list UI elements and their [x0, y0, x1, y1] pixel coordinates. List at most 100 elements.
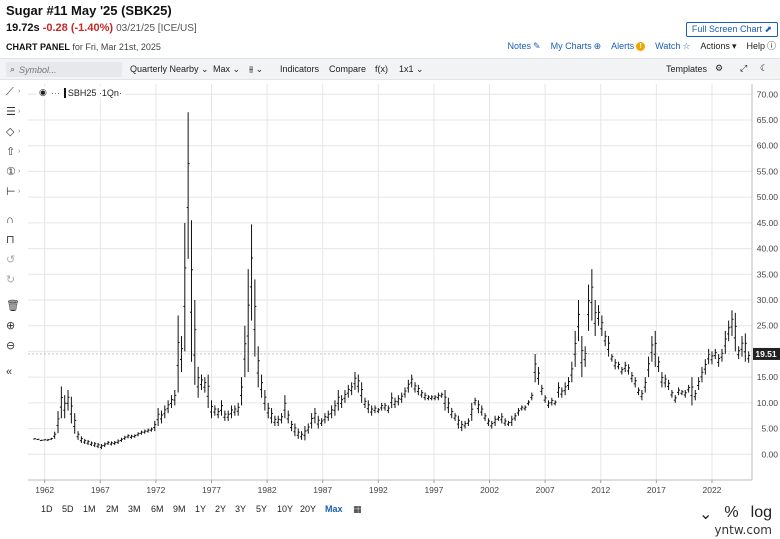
- line-tool-icon[interactable]: ⟋ ›: [6, 86, 21, 98]
- full-screen-chart-button[interactable]: Full Screen Chart ⬈: [685, 22, 778, 37]
- ohlc-bar: [617, 361, 621, 370]
- ohlc-bar: [96, 442, 100, 449]
- series-legend: ◉ ··· SBH25 ·1Qn·: [36, 86, 125, 99]
- ohlc-bar: [316, 415, 320, 429]
- chart-grid: [28, 84, 752, 480]
- help-button[interactable]: Help ⓘ: [746, 41, 776, 51]
- watch-button[interactable]: Watch ☆: [655, 41, 690, 51]
- x-tick-label: 1987: [313, 485, 332, 495]
- actions-menu[interactable]: Actions ▾: [700, 41, 736, 51]
- x-tick-label: 1962: [35, 485, 54, 495]
- calendar-icon[interactable]: ▦: [353, 504, 362, 514]
- ohlc-bar: [256, 346, 260, 388]
- ohlc-bar: [210, 400, 214, 419]
- ohlc-bar: [403, 387, 407, 398]
- ohlc-bar: [176, 315, 180, 393]
- ohlc-bar: [536, 366, 540, 385]
- ohlc-bar: [680, 390, 684, 396]
- undo-icon[interactable]: ↺: [6, 254, 16, 266]
- aggregation-label: Quarterly Nearby: [130, 64, 199, 74]
- zoom-out-icon[interactable]: ⊖: [6, 340, 16, 352]
- ohlc-bar: [39, 439, 43, 442]
- range-5d[interactable]: 5D: [62, 504, 74, 514]
- period-select[interactable]: Max ⌄: [213, 64, 240, 75]
- ohlc-bar: [466, 418, 470, 426]
- ohlc-bar: [73, 413, 77, 434]
- range-1m[interactable]: 1M: [83, 504, 96, 514]
- symbol-search[interactable]: ⌕ Symbol...: [6, 62, 122, 77]
- dark-mode-icon[interactable]: ☾: [760, 63, 769, 73]
- ohlc-bar: [156, 408, 160, 426]
- range-6m[interactable]: 6M: [151, 504, 164, 514]
- range-max[interactable]: Max: [325, 504, 343, 514]
- ohlc-bar: [43, 439, 47, 441]
- ohlc-bar: [500, 413, 504, 424]
- ohlc-bar: [173, 390, 177, 406]
- eye-icon[interactable]: ◉: [39, 87, 47, 97]
- range-20y[interactable]: 20Y: [300, 504, 317, 514]
- trash-icon[interactable]: 🗑: [6, 300, 20, 312]
- ohlc-bar: [286, 410, 290, 424]
- collapse-down-icon[interactable]: ⌄: [699, 506, 713, 523]
- range-2y[interactable]: 2Y: [215, 504, 227, 514]
- ohlc-bar: [587, 284, 591, 331]
- my-charts-button[interactable]: My Charts ⊕: [551, 41, 602, 51]
- ohlc-bar: [49, 437, 53, 440]
- ohlc-bar: [470, 402, 474, 421]
- range-3m[interactable]: 3M: [128, 504, 141, 514]
- ohlc-bar: [550, 397, 554, 406]
- range-10y[interactable]: 10Y: [277, 504, 294, 514]
- zoom-in-icon[interactable]: ⊕: [6, 320, 16, 332]
- redo-icon[interactable]: ↻: [6, 274, 16, 286]
- range-5y[interactable]: 5Y: [256, 504, 268, 514]
- magnet-icon[interactable]: ∩: [6, 214, 14, 226]
- range-1d[interactable]: 1D: [41, 504, 53, 514]
- ohlc-bar: [146, 428, 150, 433]
- compare-button[interactable]: Compare: [329, 64, 367, 74]
- fib-tool-icon[interactable]: ☰ ›: [6, 106, 21, 118]
- ohlc-bar: [546, 400, 550, 408]
- templates-button[interactable]: Templates: [666, 64, 708, 74]
- layout-select[interactable]: 1x1 ⌄: [399, 64, 424, 75]
- range-9m[interactable]: 9M: [173, 504, 186, 514]
- symbol-input[interactable]: Symbol...: [19, 64, 57, 75]
- alerts-button[interactable]: Alerts !: [611, 41, 646, 51]
- ohlc-bar: [433, 395, 437, 401]
- ohlc-bar: [496, 415, 500, 421]
- price-chart[interactable]: 0.005.0010.0015.0020.0025.0030.0035.0040…: [0, 80, 780, 502]
- ohlc-bar: [460, 420, 464, 432]
- legend-menu-icon[interactable]: ···: [50, 87, 60, 98]
- range-3y[interactable]: 3Y: [235, 504, 247, 514]
- lock-icon[interactable]: ⊓: [6, 234, 15, 246]
- ohlc-bar: [560, 387, 564, 398]
- range-1y[interactable]: 1Y: [195, 504, 207, 514]
- fx-button[interactable]: f(x): [375, 64, 388, 74]
- notes-button[interactable]: Notes ✎: [508, 41, 541, 51]
- log-toggle[interactable]: log: [750, 504, 772, 521]
- ohlc-bar: [236, 402, 240, 416]
- ohlc-bar: [543, 395, 547, 403]
- ohlc-bar: [486, 418, 490, 426]
- collapse-icon[interactable]: «: [6, 366, 13, 378]
- page-title: Sugar #11 May '25 (SBK25): [6, 3, 172, 18]
- indicators-button[interactable]: Indicators: [280, 64, 320, 74]
- expand-icon[interactable]: ⤢: [740, 63, 748, 73]
- percent-toggle[interactable]: %: [724, 504, 739, 521]
- bottom-controls: ⌄ % log: [699, 504, 772, 524]
- ohlc-bar: [56, 411, 60, 434]
- shape-tool-icon[interactable]: ◇ ›: [6, 126, 21, 138]
- range-2m[interactable]: 2M: [106, 504, 119, 514]
- ohlc-bar: [563, 382, 567, 396]
- aggregation-select[interactable]: Quarterly Nearby ⌄: [130, 64, 209, 75]
- settings-gear-icon[interactable]: ⚙: [715, 63, 724, 73]
- bar-type-select[interactable]: ⫵ ⌄: [249, 64, 263, 75]
- ohlc-bar: [473, 397, 477, 406]
- x-tick-label: 2012: [591, 485, 610, 495]
- ohlc-bar: [320, 418, 324, 426]
- measure-tool-icon[interactable]: ⊢ ›: [6, 186, 21, 198]
- y-tick-label: 70.00: [757, 89, 779, 99]
- arrow-tool-icon[interactable]: ⇧ ›: [6, 146, 21, 158]
- number-tool-icon[interactable]: ① ›: [6, 166, 21, 178]
- ohlc-bar: [410, 374, 414, 388]
- ohlc-bar: [386, 405, 390, 414]
